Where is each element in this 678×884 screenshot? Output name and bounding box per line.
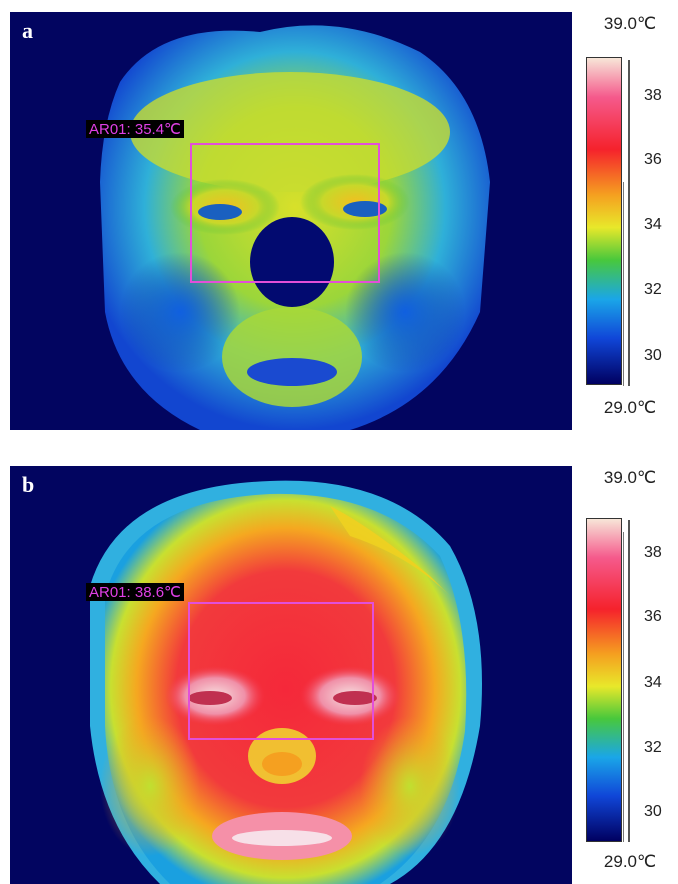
colorbar-range-line xyxy=(623,532,624,842)
tick-label: 36 xyxy=(644,608,662,625)
roi-box xyxy=(190,143,380,283)
colorbar-axis-line xyxy=(628,520,630,842)
panel-letter: b xyxy=(22,472,35,497)
tick-label: 34 xyxy=(644,674,662,691)
roi-temperature-label: AR01: 38.6℃ xyxy=(86,583,184,601)
thermal-image-cool xyxy=(10,12,572,430)
scale-min-label: 29.0℃ xyxy=(603,852,657,871)
thermal-panel-b: b AR01: 38.6℃ 39.0℃ 38 36 34 32 30 29.0℃ xyxy=(0,454,678,884)
scale-max-label: 39.0℃ xyxy=(603,468,657,487)
scale-max-label: 39.0℃ xyxy=(603,14,657,33)
tick-label: 34 xyxy=(644,216,662,233)
scale-min-label: 29.0℃ xyxy=(603,398,657,417)
colorbar-range-line xyxy=(623,182,624,386)
temperature-colorbar xyxy=(586,518,622,842)
temperature-colorbar xyxy=(586,57,622,385)
tick-label: 32 xyxy=(644,739,662,756)
roi-box xyxy=(188,602,374,740)
tick-label: 38 xyxy=(644,87,662,104)
tick-label: 30 xyxy=(644,347,662,364)
thermal-image-warm xyxy=(10,466,572,884)
tick-label: 30 xyxy=(644,803,662,820)
colorbar-axis-line xyxy=(628,60,630,386)
tick-label: 38 xyxy=(644,544,662,561)
tick-label: 36 xyxy=(644,151,662,168)
tick-label: 32 xyxy=(644,281,662,298)
panel-letter: a xyxy=(22,18,33,43)
roi-temperature-label: AR01: 35.4℃ xyxy=(86,120,184,138)
thermal-panel-a: a AR01: 35.4℃ 39.0℃ 38 36 34 32 30 29.0℃ xyxy=(0,0,678,430)
